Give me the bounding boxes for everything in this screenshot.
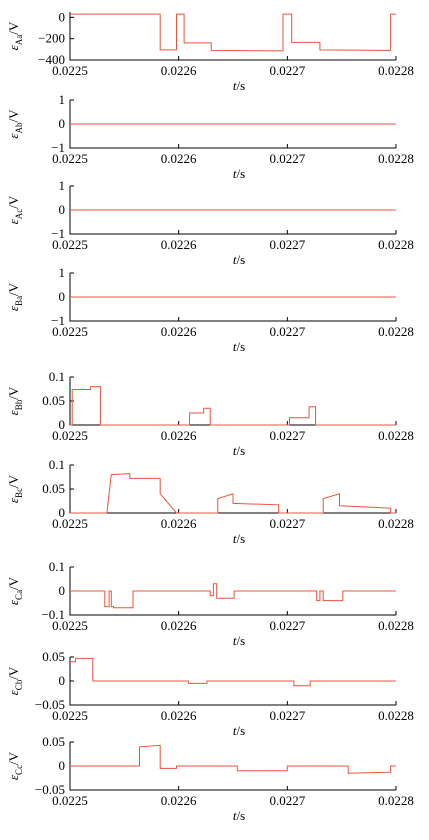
y-axis-label: εAc/V [6, 195, 24, 224]
x-axis-label: t/s [233, 252, 245, 267]
y-tick-label: 0 [59, 116, 66, 131]
x-axis-label: t/s [233, 808, 245, 823]
x-tick-label: 0.0227 [269, 708, 305, 723]
x-tick-label: 0.0226 [161, 708, 197, 723]
y-tick-label: 0 [59, 417, 66, 432]
y-axis-label: εAb/V [6, 109, 24, 139]
y-tick-label: −0.05 [35, 697, 65, 712]
panel-6: 0.1 0 −0.10.0225 0.0226 0.0227 0.0228 t/s εCa/V [6, 559, 414, 648]
x-tick-label: 0.0228 [378, 151, 414, 166]
y-tick-label: 0.05 [42, 393, 65, 408]
x-axis-label: t/s [233, 166, 245, 181]
x-axis-label: t/s [233, 633, 245, 648]
y-axis-label: εBb/V [6, 386, 24, 415]
x-tick-label: 0.0225 [52, 428, 88, 443]
x-tick-label: 0.0227 [269, 237, 305, 252]
y-tick-label: 0.1 [49, 457, 65, 472]
y-tick-label: 0.05 [42, 481, 65, 496]
x-tick-label: 0.0227 [269, 324, 305, 339]
x-tick-label: 0.0228 [378, 63, 414, 78]
x-tick-label: 0.0226 [161, 516, 197, 531]
y-tick-label: 1 [59, 178, 66, 193]
y-tick-label: 0.05 [42, 649, 65, 664]
y-tick-label: 0 [59, 202, 66, 217]
x-axis-label: t/s [233, 531, 245, 546]
y-tick-label: 0 [59, 505, 66, 520]
x-tick-label: 0.0225 [52, 516, 88, 531]
x-tick-label: 0.0227 [269, 618, 305, 633]
y-tick-label: −0.1 [41, 607, 65, 622]
series-line [70, 386, 396, 426]
axis-lines [69, 377, 396, 426]
x-axis-label: t/s [233, 78, 245, 93]
y-tick-label: 0.1 [49, 369, 65, 384]
x-tick-label: 0.0226 [161, 151, 197, 166]
y-tick-label: −1 [51, 140, 65, 155]
x-tick-label: 0.0228 [378, 516, 414, 531]
y-tick-label: −1 [51, 226, 65, 241]
series-line [70, 13, 396, 52]
x-tick-label: 0.0228 [378, 708, 414, 723]
y-tick-label: 1 [59, 92, 66, 107]
series-line [70, 744, 396, 774]
x-tick-label: 0.0226 [161, 324, 197, 339]
x-tick-label: 0.0228 [378, 618, 414, 633]
y-axis-label: εAa/V [6, 21, 24, 50]
y-tick-label: 0 [59, 583, 66, 598]
y-axis-label: εCa/V [6, 576, 24, 605]
x-tick-label: 0.0227 [269, 428, 305, 443]
x-tick-label: 0.0225 [52, 708, 88, 723]
y-axis-label: εBc/V [6, 474, 24, 503]
y-tick-label: −400 [38, 52, 65, 67]
axis-lines [69, 12, 396, 61]
x-tick-label: 0.0228 [378, 237, 414, 252]
y-tick-label: −1 [51, 313, 65, 328]
x-tick-label: 0.0226 [161, 793, 197, 808]
x-tick-label: 0.0225 [52, 324, 88, 339]
x-tick-label: 0.0225 [52, 151, 88, 166]
x-axis-label: t/s [233, 339, 245, 354]
panel-8: 0.05 0 −0.050.0225 0.0226 0.0227 0.0228 t/s εCc… [6, 734, 414, 823]
x-tick-label: 0.0226 [161, 618, 197, 633]
y-axis-label: εCc/V [6, 751, 24, 780]
y-axis-label: εBa/V [6, 282, 24, 311]
panel-1: 1 0 −10.0225 0.0226 0.0227 0.0228 t/s εAb/V [6, 92, 414, 181]
x-tick-label: 0.0225 [52, 793, 88, 808]
panel-3: 1 0 −10.0225 0.0226 0.0227 0.0228 t/s εBa/V [6, 265, 414, 354]
x-tick-label: 0.0226 [161, 428, 197, 443]
x-tick-label: 0.0227 [269, 151, 305, 166]
y-tick-label: 0 [59, 758, 66, 773]
x-tick-label: 0.0227 [269, 63, 305, 78]
x-tick-label: 0.0228 [378, 793, 414, 808]
y-tick-label: 0 [59, 289, 66, 304]
x-tick-label: 0.0226 [161, 237, 197, 252]
x-tick-label: 0.0227 [269, 793, 305, 808]
x-axis-label: t/s [233, 443, 245, 458]
series-line [70, 473, 396, 514]
series-line [70, 583, 396, 609]
x-tick-label: 0.0225 [52, 618, 88, 633]
panel-4: 0.1 0.05 00.0225 0.0226 0.0227 0.0228 t/s εBb/V [6, 369, 414, 458]
x-tick-label: 0.0225 [52, 237, 88, 252]
y-axis-label: εCb/V [6, 666, 24, 695]
y-tick-label: −200 [38, 31, 65, 46]
x-tick-label: 0.0228 [378, 428, 414, 443]
x-tick-label: 0.0227 [269, 516, 305, 531]
y-tick-label: −0.05 [35, 782, 65, 797]
x-tick-label: 0.0225 [52, 63, 88, 78]
x-tick-label: 0.0226 [161, 63, 197, 78]
y-tick-label: 0.1 [49, 559, 65, 574]
series-line [70, 657, 396, 687]
x-axis-label: t/s [233, 723, 245, 738]
y-tick-label: 0 [59, 9, 66, 24]
x-tick-label: 0.0228 [378, 324, 414, 339]
panel-7: 0.05 0 −0.050.0225 0.0226 0.0227 0.0228 t/s εCb… [6, 649, 414, 738]
y-tick-label: 1 [59, 265, 66, 280]
y-tick-label: 0.05 [42, 734, 65, 749]
panel-2: 1 0 −10.0225 0.0226 0.0227 0.0228 t/s εAc/V [6, 178, 414, 267]
y-tick-label: 0 [59, 673, 66, 688]
panel-5: 0.1 0.05 00.0225 0.0226 0.0227 0.0228 t/s εBc/V [6, 457, 414, 546]
